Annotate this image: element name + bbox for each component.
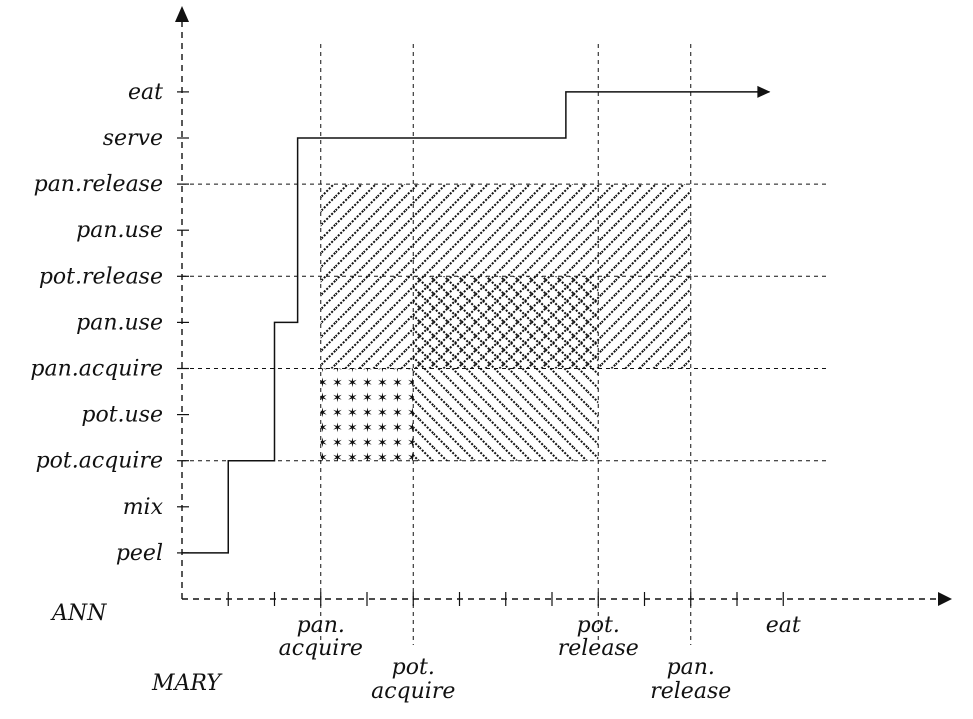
mary-event-label: pan. — [667, 655, 715, 680]
y-tick-label: pan.use — [76, 218, 163, 243]
mary-event-label: pot. — [392, 655, 435, 680]
mary-label: MARY — [151, 671, 223, 696]
ann-label: ANN — [50, 601, 107, 626]
x-axis-arrowhead — [938, 592, 952, 606]
execution-trajectory — [182, 91, 770, 554]
y-tick-label: pan.acquire — [30, 357, 163, 382]
y-tick-label: mix — [123, 495, 164, 520]
ann-event-label: eat — [766, 613, 801, 638]
y-tick-label: pot.use — [81, 403, 163, 428]
trajectory-arrowhead — [757, 85, 771, 98]
y-tick-label: pot.release — [39, 264, 163, 289]
mary-event-label: acquire — [371, 679, 455, 704]
ann-event-label: pan. — [297, 613, 345, 638]
y-tick-label: pan.use — [76, 310, 163, 335]
y-tick-label: pot.acquire — [36, 449, 163, 474]
ann-event-label: pot. — [577, 613, 620, 638]
ann-event-label: acquire — [279, 636, 363, 661]
forbidden-region — [320, 368, 414, 461]
y-tick-label: serve — [103, 126, 163, 151]
y-axis-arrowhead — [175, 6, 189, 22]
ann-event-label: release — [558, 636, 639, 661]
y-tick-label: pan.release — [34, 172, 163, 197]
y-tick-label: peel — [116, 541, 163, 566]
mary-event-label: release — [650, 679, 731, 704]
y-tick-label: eat — [128, 80, 163, 105]
